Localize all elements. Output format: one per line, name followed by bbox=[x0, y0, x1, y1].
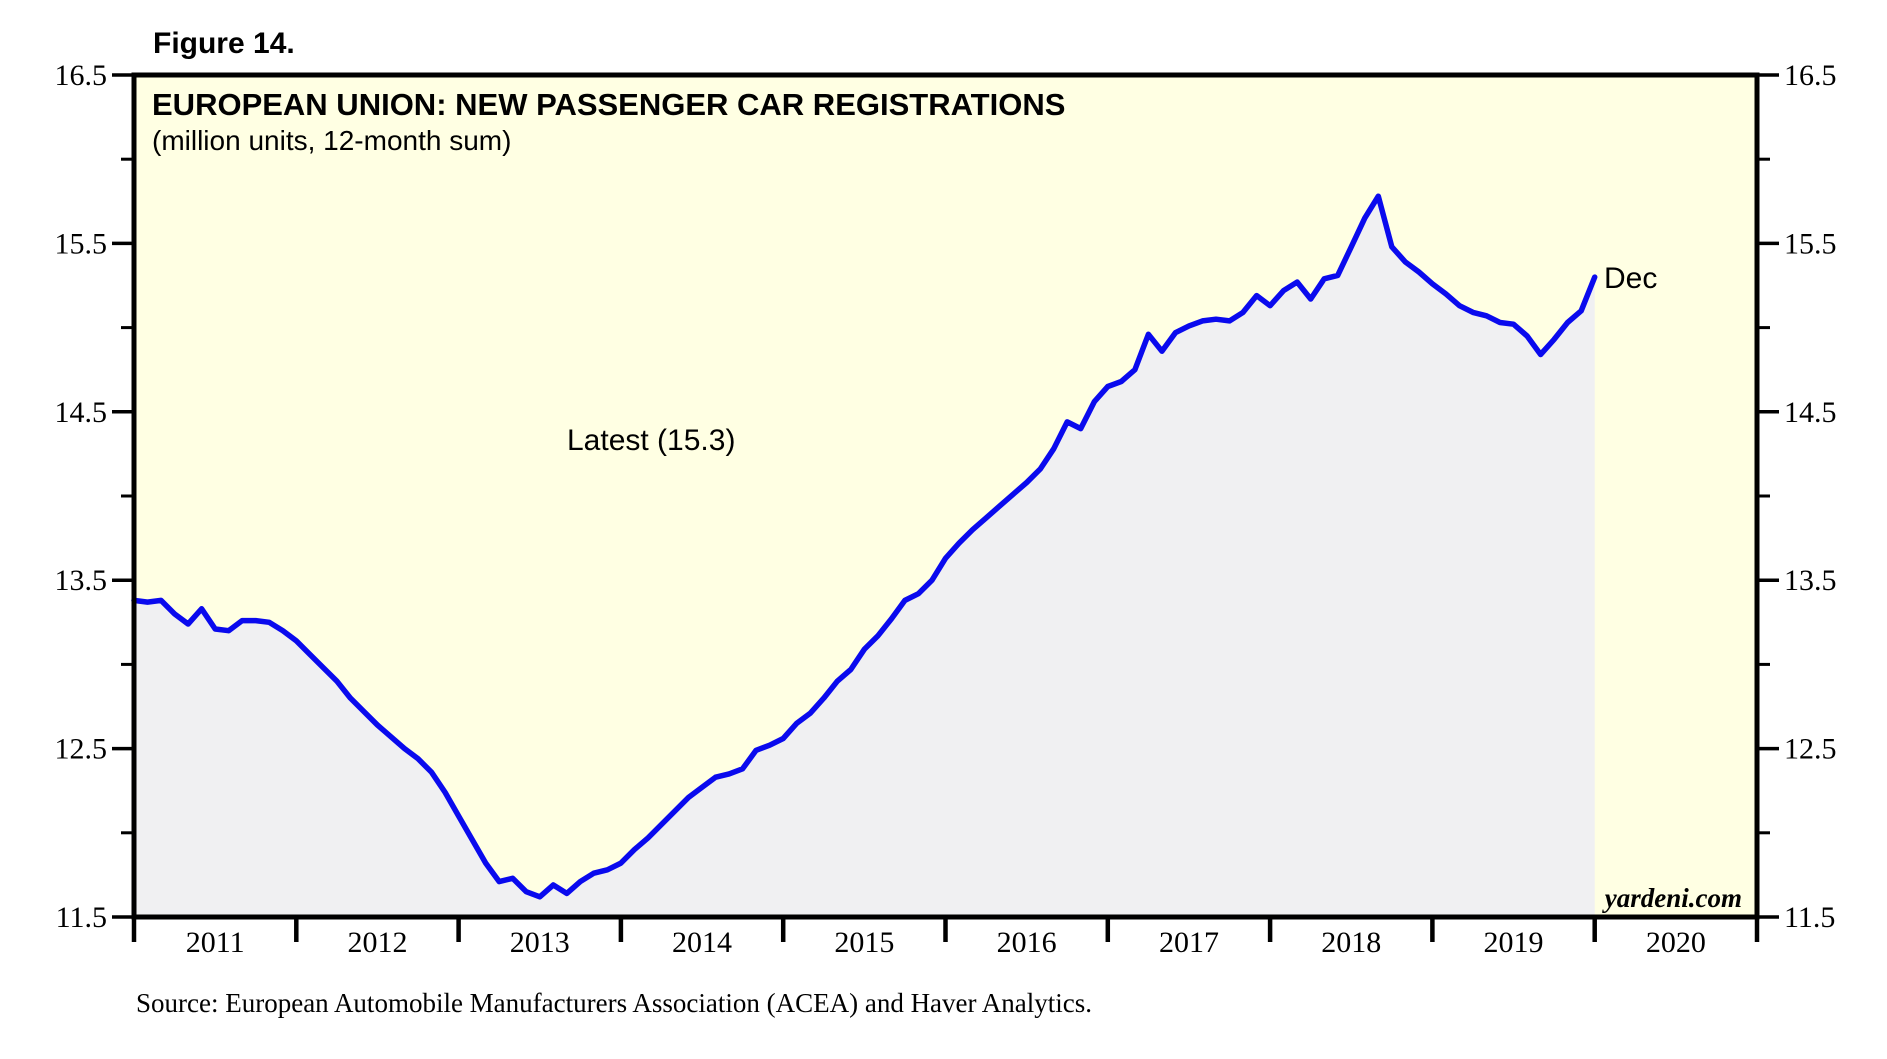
x-axis-year-label: 2020 bbox=[1646, 926, 1706, 959]
latest-value-annotation: Latest (15.3) bbox=[567, 424, 735, 457]
x-axis-year-label: 2015 bbox=[834, 926, 894, 959]
chart-subtitle: (million units, 12-month sum) bbox=[152, 125, 511, 156]
y-axis-label-left: 13.5 bbox=[55, 564, 108, 597]
source-note: Source: European Automobile Manufacturer… bbox=[136, 988, 1092, 1018]
plot-border bbox=[131, 72, 1760, 920]
figure-label: Figure 14. bbox=[153, 27, 295, 60]
x-axis-year-label: 2016 bbox=[997, 926, 1057, 959]
y-axis-label-right: 15.5 bbox=[1784, 227, 1837, 260]
area-under-line bbox=[134, 196, 1595, 917]
y-axis-label-left: 11.5 bbox=[56, 901, 107, 934]
endpoint-month-label: Dec bbox=[1604, 262, 1657, 295]
y-axis-label-right: 13.5 bbox=[1784, 564, 1837, 597]
x-axis-year-label: 2019 bbox=[1484, 926, 1544, 959]
x-axis-year-label: 2012 bbox=[347, 926, 407, 959]
y-axis-label-left: 16.5 bbox=[55, 59, 108, 92]
y-axis-label-right: 12.5 bbox=[1784, 733, 1837, 766]
axis-tick-labels: 11.5 11.5 12.5 12.5 13.5 13.5 14.5 14.5 15.5 15.5… bbox=[55, 59, 1837, 959]
y-axis-label-right: 11.5 bbox=[1784, 901, 1835, 934]
chart-title: EUROPEAN UNION: NEW PASSENGER CAR REGIST… bbox=[152, 87, 1065, 122]
y-axis-label-left: 15.5 bbox=[55, 227, 108, 260]
x-axis-year-label: 2013 bbox=[510, 926, 570, 959]
watermark-yardeni: yardeni.com bbox=[1602, 883, 1742, 913]
y-axis-label-left: 12.5 bbox=[55, 733, 108, 766]
x-axis-year-label: 2017 bbox=[1159, 926, 1219, 959]
x-axis-year-label: 2014 bbox=[672, 926, 732, 959]
x-axis-year-label: 2011 bbox=[186, 926, 245, 959]
y-axis-label-right: 14.5 bbox=[1784, 396, 1837, 429]
y-axis-label-left: 14.5 bbox=[55, 396, 108, 429]
registrations-line bbox=[131, 193, 1598, 900]
x-axis-year-label: 2018 bbox=[1321, 926, 1381, 959]
axis-ticks bbox=[112, 73, 1779, 942]
y-axis-label-right: 16.5 bbox=[1784, 59, 1837, 92]
